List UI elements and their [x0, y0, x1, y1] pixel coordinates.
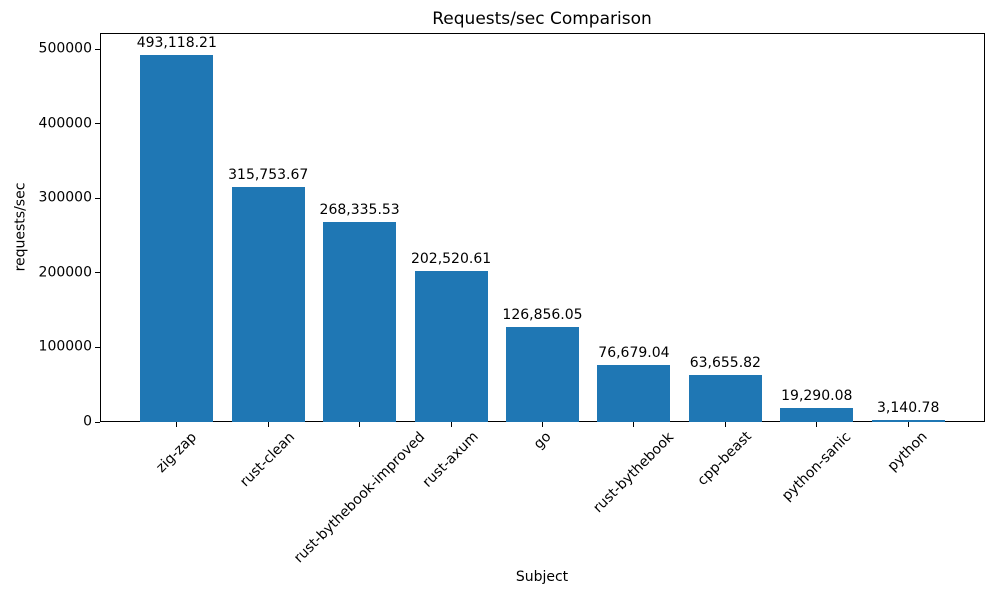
x-tick-mark [633, 422, 635, 427]
y-tick-label: 500000 [38, 40, 92, 57]
x-tick-mark [816, 422, 818, 427]
y-tick-mark [95, 346, 100, 348]
x-tick-label: python-sanic [778, 428, 855, 505]
bar-value-label: 202,520.61 [410, 251, 492, 268]
x-tick-mark [450, 422, 452, 427]
x-tick-label: rust-clean [237, 428, 299, 490]
bar-python-sanic [780, 407, 854, 422]
y-tick-label: 0 [83, 413, 92, 430]
y-tick-mark [95, 421, 100, 423]
x-tick-label: go [530, 428, 554, 453]
x-axis-label: Subject [515, 569, 569, 585]
bar-value-label: 3,140.78 [877, 399, 940, 416]
x-tick-mark [176, 422, 178, 427]
bar-rust-clean [231, 186, 305, 422]
x-tick-mark [267, 422, 269, 427]
x-tick-label: python [884, 428, 931, 475]
bar-rust-bythebook-improved [323, 222, 397, 422]
y-tick-label: 300000 [38, 189, 92, 206]
bar-value-label: 268,335.53 [319, 202, 400, 219]
chart-title: Requests/sec Comparison [432, 9, 652, 29]
x-tick-mark [907, 422, 909, 427]
x-tick-label: rust-bythebook [590, 429, 677, 516]
bar-value-label: 126,856.05 [502, 307, 583, 324]
x-tick-mark [542, 422, 543, 427]
y-tick-label: 100000 [38, 338, 92, 355]
y-tick-mark [95, 48, 100, 50]
y-tick-mark [95, 197, 100, 199]
bar-zig-zap [140, 54, 214, 422]
x-tick-label: cpp-beast [694, 428, 756, 490]
bar-cpp-beast [688, 374, 762, 422]
bar-value-label: 19,290.08 [781, 387, 853, 404]
y-tick-label: 200000 [38, 264, 92, 281]
x-tick-mark [724, 422, 726, 427]
x-tick-label: zig-zap [153, 428, 200, 476]
y-tick-mark [95, 123, 100, 125]
y-tick-mark [95, 272, 100, 274]
x-tick-label: rust-axum [419, 429, 482, 492]
bar-rust-axum [414, 271, 488, 422]
bar-value-label: 315,753.67 [228, 166, 309, 183]
x-tick-mark [359, 422, 361, 427]
bar-value-label: 63,655.82 [689, 354, 761, 371]
bar-value-label: 76,679.04 [598, 344, 670, 361]
bar-go [505, 327, 580, 422]
x-tick-label: rust-bythebook-improved [290, 428, 428, 567]
bar-value-label: 493,118.21 [136, 34, 217, 51]
bar-rust-bythebook [597, 364, 671, 422]
y-tick-label: 400000 [38, 115, 92, 132]
bar-python [871, 419, 945, 422]
